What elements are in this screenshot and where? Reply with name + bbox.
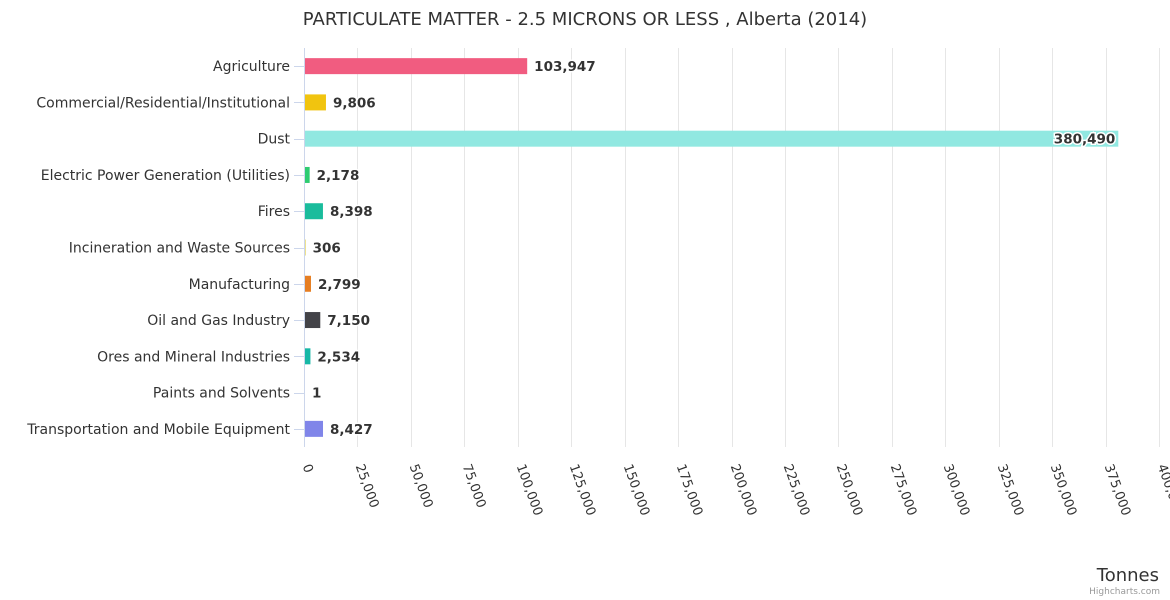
category-label: Manufacturing bbox=[189, 277, 290, 293]
bar[interactable] bbox=[305, 348, 311, 365]
data-label: 2,799 bbox=[318, 277, 361, 293]
data-label: 2,178 bbox=[317, 168, 360, 184]
bar[interactable] bbox=[305, 275, 311, 292]
x-tick-label: 375,000 bbox=[1101, 462, 1133, 518]
data-label: 2,534 bbox=[317, 349, 360, 365]
data-label: 8,427 bbox=[330, 422, 373, 438]
x-tick-label: 350,000 bbox=[1047, 462, 1079, 518]
bar[interactable] bbox=[305, 166, 310, 183]
x-tick-label: 125,000 bbox=[566, 462, 598, 518]
bar[interactable] bbox=[305, 58, 528, 75]
bar[interactable] bbox=[305, 94, 326, 111]
x-tick-label: 250,000 bbox=[833, 462, 865, 518]
data-label: 9,806 bbox=[333, 95, 376, 111]
x-tick-label: 275,000 bbox=[887, 462, 919, 518]
value-axis-title: Tonnes bbox=[1096, 565, 1159, 586]
category-label: Paints and Solvents bbox=[153, 386, 290, 402]
category-label: Commercial/Residential/Institutional bbox=[36, 95, 290, 111]
x-tick-label: 175,000 bbox=[673, 462, 705, 518]
x-tick-label: 0 bbox=[299, 462, 316, 475]
category-label: Fires bbox=[258, 204, 290, 220]
data-label: 306 bbox=[313, 241, 341, 257]
bar[interactable] bbox=[305, 312, 321, 329]
category-label: Agriculture bbox=[213, 59, 290, 75]
x-tick-label: 100,000 bbox=[513, 462, 545, 518]
bar[interactable] bbox=[305, 239, 306, 256]
category-label: Dust bbox=[258, 132, 291, 148]
credits-link[interactable]: Highcharts.com bbox=[1089, 587, 1160, 597]
data-label: 103,947 bbox=[534, 59, 596, 75]
bar[interactable] bbox=[305, 130, 1119, 147]
category-label: Incineration and Waste Sources bbox=[69, 241, 290, 257]
x-tick-label: 325,000 bbox=[994, 462, 1026, 518]
x-tick-label: 300,000 bbox=[940, 462, 972, 518]
category-label: Transportation and Mobile Equipment bbox=[26, 422, 290, 438]
x-tick-label: 400,000 bbox=[1154, 462, 1170, 518]
data-label: 7,150 bbox=[327, 313, 370, 329]
x-tick-label: 150,000 bbox=[620, 462, 652, 518]
data-label: 1 bbox=[312, 386, 321, 402]
chart-title: PARTICULATE MATTER - 2.5 MICRONS OR LESS… bbox=[303, 9, 867, 30]
x-tick-label: 75,000 bbox=[459, 462, 489, 510]
x-tick-label: 225,000 bbox=[780, 462, 812, 518]
category-label: Electric Power Generation (Utilities) bbox=[41, 168, 290, 184]
x-tick-label: 25,000 bbox=[352, 462, 382, 510]
bar[interactable] bbox=[305, 420, 324, 437]
data-label: 380,490 bbox=[1054, 132, 1116, 148]
bar[interactable] bbox=[305, 203, 323, 220]
category-label: Ores and Mineral Industries bbox=[97, 349, 290, 365]
x-tick-label: 200,000 bbox=[727, 462, 759, 518]
data-label: 8,398 bbox=[330, 204, 373, 220]
x-tick-label: 50,000 bbox=[406, 462, 436, 510]
category-label: Oil and Gas Industry bbox=[147, 313, 290, 329]
